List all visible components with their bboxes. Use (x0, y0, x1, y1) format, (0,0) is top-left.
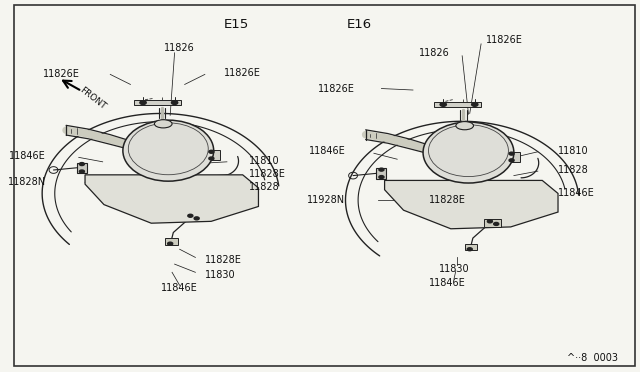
Text: 11828: 11828 (249, 182, 280, 192)
Text: 11826E: 11826E (486, 35, 522, 45)
Circle shape (472, 103, 478, 106)
Text: 11846E: 11846E (161, 283, 198, 293)
Polygon shape (208, 150, 220, 160)
Text: 11828: 11828 (558, 165, 589, 175)
Polygon shape (184, 214, 202, 221)
Circle shape (168, 242, 173, 245)
Circle shape (188, 214, 193, 217)
Text: 11830: 11830 (438, 264, 469, 273)
Circle shape (379, 168, 384, 171)
Text: 11846E: 11846E (9, 151, 46, 161)
Circle shape (509, 152, 514, 155)
Text: 11826: 11826 (419, 48, 449, 58)
Polygon shape (77, 163, 87, 173)
Text: 11826E: 11826E (318, 84, 355, 93)
Circle shape (79, 163, 84, 166)
Polygon shape (85, 175, 259, 223)
Circle shape (79, 170, 84, 173)
Polygon shape (385, 180, 558, 229)
Polygon shape (376, 168, 387, 179)
Text: FRONT: FRONT (77, 86, 107, 112)
Text: ^··8  0003: ^··8 0003 (567, 353, 618, 363)
Text: 11828N: 11828N (8, 177, 46, 187)
Ellipse shape (123, 120, 214, 181)
Circle shape (509, 159, 514, 162)
Polygon shape (465, 244, 477, 250)
Circle shape (209, 157, 214, 160)
Text: 11846E: 11846E (308, 147, 346, 156)
Circle shape (209, 150, 214, 153)
Polygon shape (165, 238, 178, 245)
Text: E16: E16 (347, 18, 372, 31)
Ellipse shape (423, 122, 514, 183)
Text: 11826: 11826 (164, 44, 195, 53)
Polygon shape (508, 152, 520, 162)
Circle shape (493, 222, 499, 225)
Text: 11826E: 11826E (224, 68, 260, 78)
Circle shape (488, 220, 492, 223)
Text: 11846E: 11846E (429, 278, 466, 288)
Polygon shape (431, 140, 449, 146)
Circle shape (379, 176, 384, 179)
Polygon shape (434, 102, 481, 107)
Text: 11830: 11830 (205, 270, 236, 279)
Text: E15: E15 (224, 18, 249, 31)
Text: 11826E: 11826E (43, 70, 80, 79)
Circle shape (140, 101, 146, 105)
Circle shape (172, 101, 178, 105)
Circle shape (467, 248, 472, 251)
Text: 11828E: 11828E (429, 195, 466, 205)
Polygon shape (484, 219, 501, 227)
Ellipse shape (154, 120, 172, 128)
Text: 11828E: 11828E (249, 169, 286, 179)
Polygon shape (134, 100, 181, 105)
Text: 11810: 11810 (558, 146, 589, 155)
Text: 11846E: 11846E (558, 189, 595, 198)
Text: 11828E: 11828E (205, 256, 242, 265)
Circle shape (194, 217, 199, 220)
Polygon shape (131, 135, 150, 141)
Text: 11928N: 11928N (307, 195, 346, 205)
Text: 11810: 11810 (249, 156, 280, 166)
Ellipse shape (456, 122, 474, 130)
Circle shape (440, 103, 446, 106)
